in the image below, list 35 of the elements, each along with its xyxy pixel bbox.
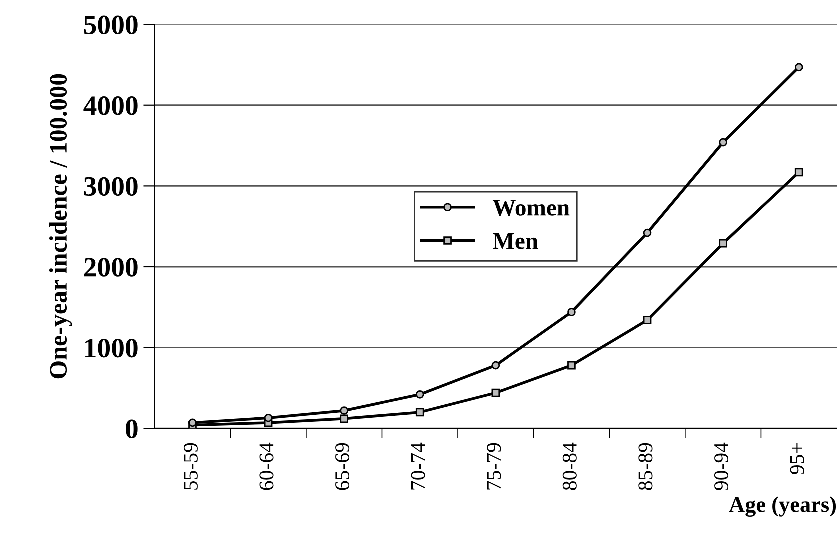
x-tick-label: 75-79	[487, 443, 502, 490]
point	[416, 408, 424, 417]
x-tick-label: 60-64	[260, 442, 274, 490]
point	[492, 361, 500, 370]
point	[794, 63, 804, 72]
x-tick-label: 80-84	[562, 442, 577, 490]
y-tick-label: 2000	[84, 258, 138, 277]
point	[719, 138, 728, 147]
legend-label: Women	[492, 200, 570, 216]
y-tick-label: 0	[126, 420, 138, 439]
point	[568, 308, 576, 316]
point	[643, 228, 652, 238]
point	[188, 418, 197, 428]
x-tick-label: 55-59	[184, 443, 198, 490]
y-tick-label: 4000	[84, 96, 138, 116]
x-tick-label: 70-74	[411, 442, 426, 490]
y-tick-label: 5000	[84, 16, 138, 34]
point	[340, 414, 348, 424]
x-tick-label: 90-94	[714, 442, 729, 490]
y-axis-title: One-year incidence / 100.000	[49, 74, 72, 379]
x-tick-label: 85-89	[638, 443, 653, 490]
x-tick-label: 95+	[790, 444, 804, 474]
y-tick-label: 3000	[84, 177, 138, 196]
point	[492, 388, 500, 398]
point	[568, 361, 576, 370]
point	[340, 406, 348, 415]
point	[264, 414, 273, 422]
legend-label: Men	[493, 234, 538, 250]
point	[416, 390, 424, 399]
point	[719, 239, 728, 248]
point	[794, 168, 804, 177]
x-tick-label: 65-69	[336, 443, 350, 490]
x-axis-title: Age (years)	[729, 496, 836, 517]
y-tick-label: 1000	[86, 338, 138, 358]
point	[643, 316, 652, 324]
